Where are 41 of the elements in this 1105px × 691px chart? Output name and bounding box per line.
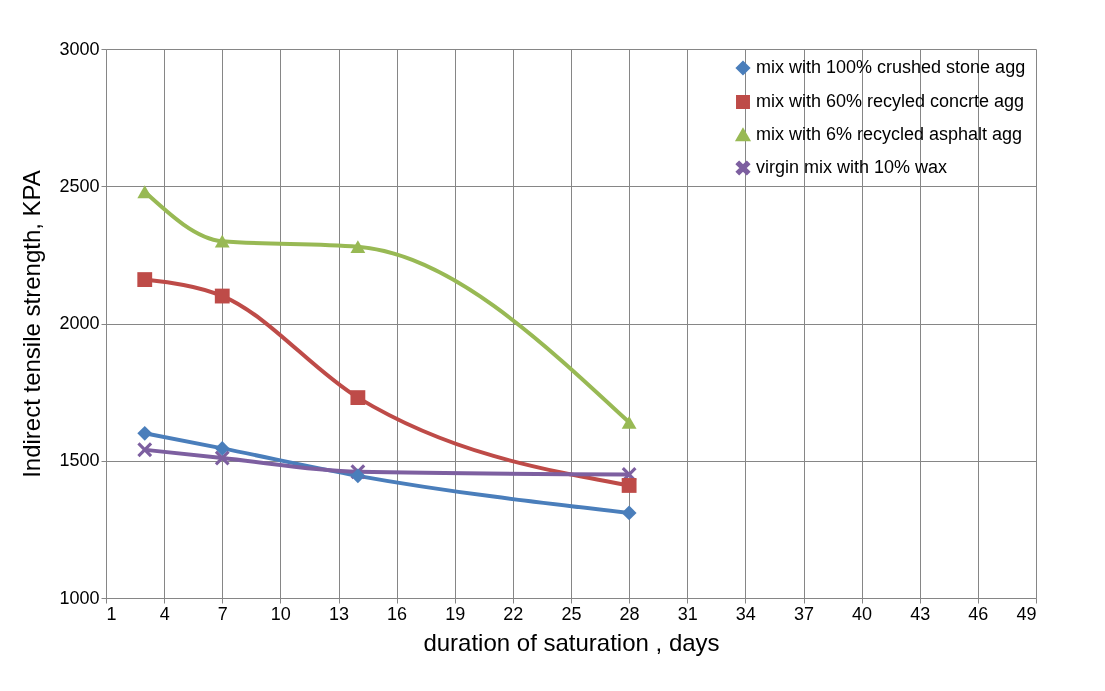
x-tick-label: 28 (619, 603, 640, 624)
point (214, 234, 230, 248)
legend-label: mix with 60% recyled concrte agg (756, 91, 1025, 111)
point (621, 478, 637, 493)
point (621, 505, 637, 521)
point (214, 450, 230, 466)
x-tick-label: 13 (328, 603, 350, 624)
x-tick-label: 37 (793, 603, 815, 624)
point (621, 415, 637, 429)
x-tick-label: 43 (910, 603, 931, 624)
point (350, 240, 366, 254)
x-tick-label: 46 (968, 603, 989, 624)
y-tick-label: 1500 (59, 450, 100, 471)
x-tick-label: 25 (561, 603, 582, 624)
point (350, 468, 366, 484)
x-tick-label: 10 (270, 603, 291, 624)
x-tick-label: 1 (106, 603, 117, 624)
point (350, 390, 366, 406)
x-tick-label: 16 (387, 603, 408, 624)
y-tick-label: 3000 (59, 38, 100, 59)
point (137, 442, 153, 458)
y-axis-title: Indirect tensile strength, KPA (18, 170, 46, 478)
legend-label: virgin mix with 10% wax (756, 157, 948, 177)
x-tick-label: 49 (1016, 603, 1037, 624)
x-tick-label: 7 (217, 603, 228, 624)
point (214, 440, 230, 456)
y-tick-label: 1000 (59, 587, 100, 608)
point (137, 272, 153, 287)
x-tick-label: 22 (503, 603, 524, 624)
legend-label: mix with 100% crushed stone agg (756, 57, 1026, 77)
x-tick-label: 34 (735, 603, 756, 624)
y-tick-label: 2500 (59, 175, 100, 196)
legend-label: mix with 6% recycled asphalt agg (756, 124, 1023, 144)
y-tick-label: 2000 (59, 313, 100, 333)
x-tick-label: 4 (159, 603, 170, 624)
x-tick-label: 40 (852, 603, 873, 624)
x-tick-label: 19 (445, 603, 466, 624)
point (137, 425, 153, 441)
x-axis-title: duration of saturation , days (423, 628, 720, 656)
point (214, 288, 230, 304)
x-tick-label: 31 (677, 603, 698, 624)
